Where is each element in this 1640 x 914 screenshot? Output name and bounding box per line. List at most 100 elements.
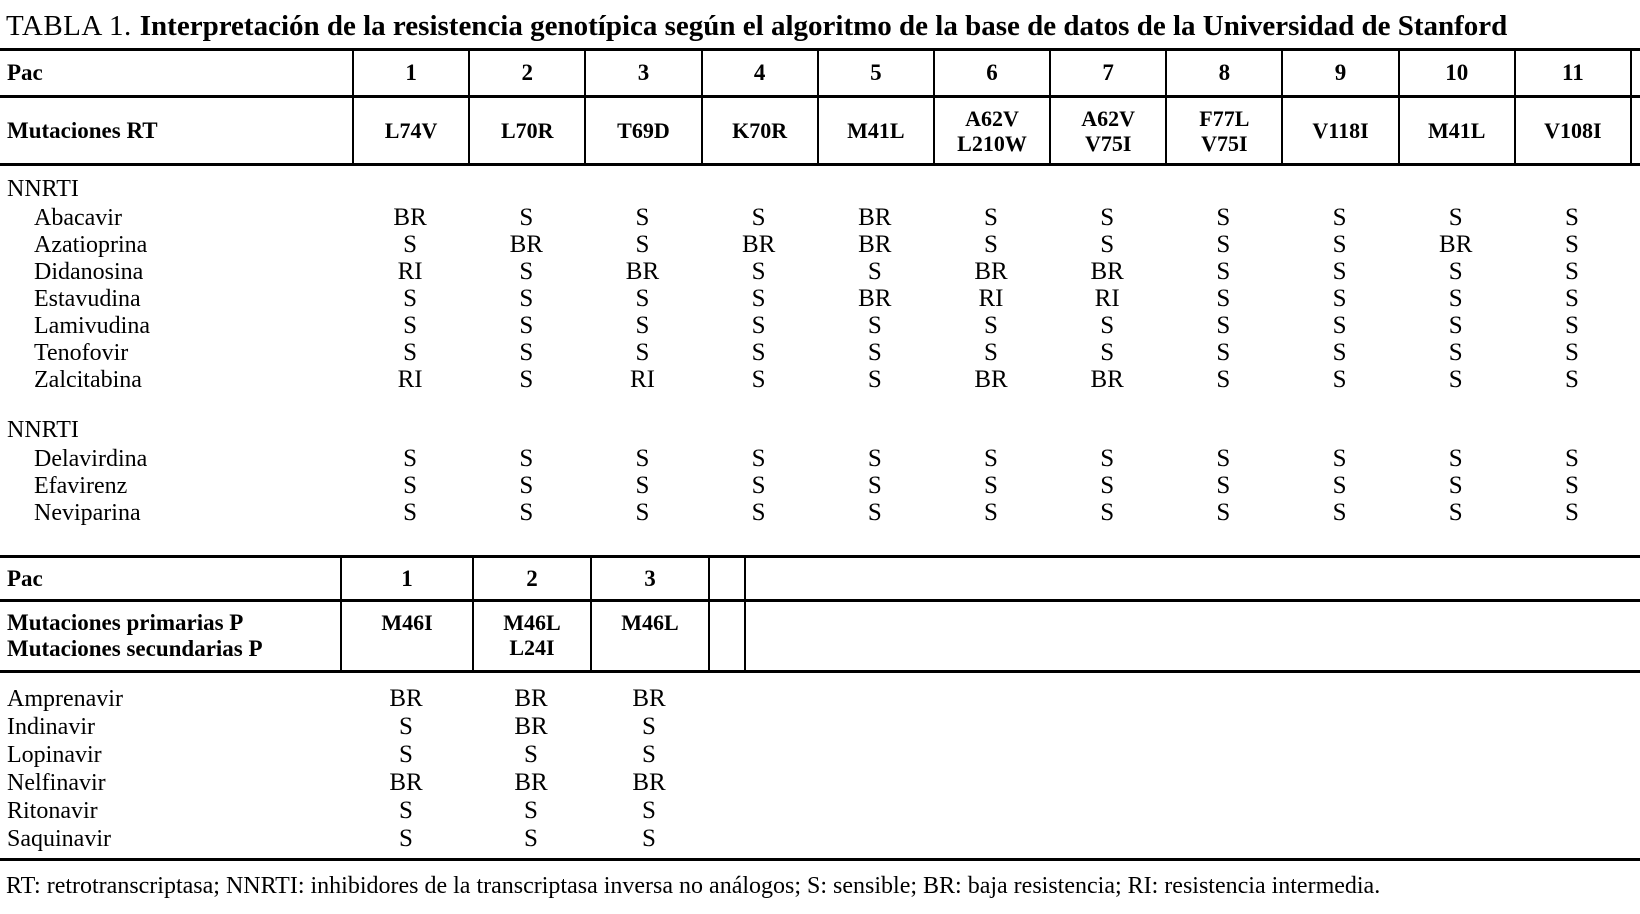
resistance-value: S xyxy=(524,825,538,852)
rt-mutation-cell: M41L xyxy=(816,98,933,163)
drug-name: Didanosina xyxy=(34,258,144,285)
resistance-value: BR xyxy=(858,231,892,258)
resistance-value: S xyxy=(751,339,766,366)
rt-mutation-cell-line: M41L xyxy=(847,118,905,143)
rt-mutation-cell-line: L70R xyxy=(500,118,554,143)
rt-mutation-cell: V108I xyxy=(1513,98,1630,163)
resistance-value: S xyxy=(984,312,998,339)
resistance-value: S xyxy=(1332,204,1347,231)
resistance-value: BR xyxy=(625,258,660,285)
rt-mutation-cell: L70R xyxy=(468,98,584,163)
resistance-value: S xyxy=(984,231,998,258)
table-footnote: RT: retrotranscriptasa; NNRTI: inhibidor… xyxy=(6,873,1381,899)
resistance-value: S xyxy=(519,445,534,472)
resistance-value: S xyxy=(635,285,650,312)
resistance-value: S xyxy=(399,713,413,740)
resistance-value: RI xyxy=(397,258,423,285)
resistance-value: S xyxy=(751,258,766,285)
rt-resistance-table: Pac 1 2 3 4 5 6 7 8 9 10 11 Mutaciones RT L74V L70R T6… xyxy=(0,48,1640,526)
resistance-value: S xyxy=(635,339,650,366)
protease-resistance-table: Pac 1 2 3 Mutaciones primarias P Mutaciones … xyxy=(0,555,1640,673)
resistance-value: BR xyxy=(858,204,892,231)
resistance-value: BR xyxy=(393,204,427,231)
rt-mutations-row: Mutaciones RT L74V L70R T69D K70R M41L A62V L21… xyxy=(0,98,1640,166)
protease-pac-label: Pac xyxy=(7,565,43,591)
resistance-value: BR xyxy=(741,231,776,258)
resistance-value: S xyxy=(1216,285,1231,312)
resistance-value: S xyxy=(1564,366,1579,393)
resistance-value: S xyxy=(1216,312,1231,339)
resistance-value: S xyxy=(1332,445,1347,472)
rt-pac-label: Pac xyxy=(7,60,43,85)
resistance-value: S xyxy=(519,258,534,285)
resistance-value: S xyxy=(1332,499,1347,526)
protease-mutation-cell: M46I xyxy=(340,602,472,670)
protease-mutations-row: Mutaciones primarias P Mutaciones secunda… xyxy=(0,602,1640,673)
resistance-value: S xyxy=(403,285,418,312)
protease-mutations-label-line: Mutaciones secundarias P xyxy=(7,636,263,661)
resistance-value: S xyxy=(867,366,882,393)
resistance-value: BR xyxy=(632,769,666,796)
resistance-value: S xyxy=(403,499,418,526)
drug-name: Tenofovir xyxy=(34,339,129,366)
resistance-value: BR xyxy=(1090,366,1124,393)
drug-row: Lamivudina S S S S S S S S S S S xyxy=(0,312,1640,339)
resistance-value: S xyxy=(1448,258,1463,285)
resistance-value: BR xyxy=(974,366,1008,393)
resistance-value: S xyxy=(867,339,882,366)
resistance-value: S xyxy=(635,204,650,231)
resistance-value: S xyxy=(1564,445,1579,472)
resistance-value: S xyxy=(984,472,998,499)
rt-mutation-cell-line: A62V xyxy=(1081,105,1136,131)
resistance-value: S xyxy=(524,797,538,824)
drug-name: Amprenavir xyxy=(7,685,123,712)
resistance-value: S xyxy=(1332,312,1347,339)
patient-number: 1 xyxy=(352,51,468,95)
drug-name: Delavirdina xyxy=(34,445,148,472)
patient-number: 1 xyxy=(340,558,472,599)
resistance-value: S xyxy=(1448,312,1463,339)
drug-name: Efavirenz xyxy=(34,472,128,499)
resistance-value: S xyxy=(519,366,534,393)
resistance-value: RI xyxy=(397,366,423,393)
resistance-value: S xyxy=(642,713,656,740)
drug-row: Delavirdina S S S S S S S S S S S xyxy=(0,445,1640,472)
drug-row: Ritonavir S S S xyxy=(0,797,1640,825)
resistance-value: S xyxy=(635,231,650,258)
empty-cell xyxy=(708,558,746,599)
resistance-value: BR xyxy=(974,258,1008,285)
rt-mutation-cell: V118I xyxy=(1281,98,1397,163)
resistance-value: S xyxy=(519,285,534,312)
resistance-value: S xyxy=(519,312,534,339)
resistance-value: S xyxy=(751,204,766,231)
drug-name: Indinavir xyxy=(7,713,95,740)
patient-number: 3 xyxy=(584,51,700,95)
resistance-value: S xyxy=(642,741,656,768)
resistance-value: S xyxy=(867,499,882,526)
resistance-value: S xyxy=(751,285,766,312)
section-heading: NNRTI xyxy=(7,417,79,443)
resistance-value: S xyxy=(635,499,650,526)
resistance-value: S xyxy=(1332,472,1347,499)
protease-mutation-cell-line: M46L xyxy=(621,610,679,635)
resistance-value: S xyxy=(403,312,418,339)
patient-number: 3 xyxy=(590,558,708,599)
patient-number: 11 xyxy=(1513,51,1630,95)
resistance-value: S xyxy=(1564,472,1579,499)
resistance-value: S xyxy=(1448,445,1463,472)
resistance-value: S xyxy=(751,312,766,339)
empty-cell xyxy=(708,602,746,670)
resistance-value: BR xyxy=(514,769,548,796)
resistance-value: S xyxy=(1332,231,1347,258)
drug-row: Abacavir BR S S S BR S S S S S S xyxy=(0,204,1640,231)
rt-mutation-cell: A62V L210W xyxy=(932,98,1049,163)
drug-row: Neviparina S S S S S S S S S S S xyxy=(0,499,1640,526)
table-right-edge xyxy=(1629,98,1640,163)
drug-row: Nelfinavir BR BR BR xyxy=(0,769,1640,797)
resistance-value: S xyxy=(642,797,656,824)
resistance-value: S xyxy=(1564,499,1579,526)
drug-row: Didanosina RI S BR S S BR BR S S S S xyxy=(0,258,1640,285)
drug-row: Lopinavir S S S xyxy=(0,741,1640,769)
resistance-value: RI xyxy=(978,285,1004,312)
